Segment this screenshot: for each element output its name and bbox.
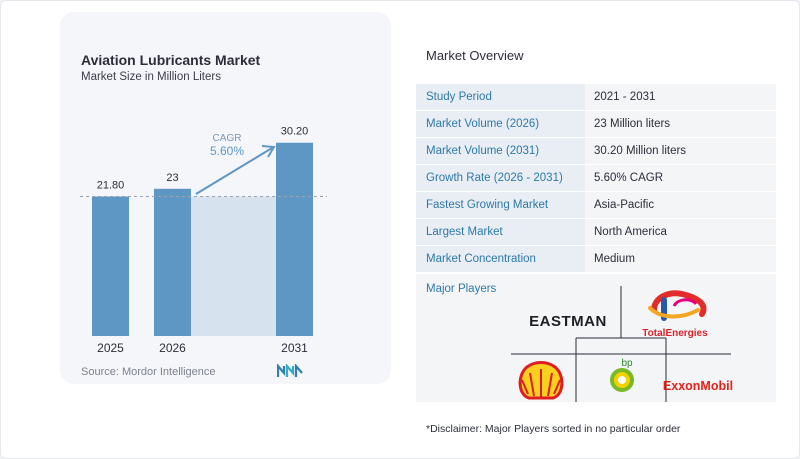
- overview-row: Market Volume (2031) 30.20 Million liter…: [416, 138, 776, 165]
- overview-label: Market Volume (2031): [416, 138, 585, 164]
- cagr-label: CAGR: [213, 133, 242, 144]
- shell-logo-icon: [518, 361, 564, 400]
- overview-label: Growth Rate (2026 - 2031): [416, 165, 585, 191]
- growth-arrow: [195, 147, 273, 195]
- overview-row: Growth Rate (2026 - 2031) 5.60% CAGR: [416, 165, 776, 192]
- growth-arrowhead: [261, 145, 276, 158]
- bar: [154, 188, 191, 336]
- bp-logo-icon: bp: [610, 358, 634, 392]
- category-label: 2026: [159, 341, 186, 355]
- overview-value: 23 Million liters: [585, 111, 776, 137]
- overview-label: Largest Market: [416, 219, 585, 245]
- major-players-logos: EASTMAN TotalEnergies bp ExxonMobil: [511, 286, 733, 402]
- bar: [92, 196, 129, 336]
- overview-row: Study Period 2021 - 2031: [416, 84, 776, 111]
- mordor-intelligence-logo-icon: [277, 364, 303, 377]
- disclaimer: *Disclaimer: Major Players sorted in no …: [426, 423, 681, 435]
- totalenergies-logo-text: TotalEnergies: [642, 328, 708, 339]
- bar-value-label: 30.20: [281, 126, 309, 138]
- overview-title: Market Overview: [426, 48, 524, 63]
- major-players-title: Major Players: [426, 283, 497, 295]
- overview-value: Medium: [585, 246, 776, 272]
- category-label: 2025: [97, 341, 124, 355]
- overview-row: Largest Market North America: [416, 219, 776, 246]
- chart-title: Aviation Lubricants Market: [81, 52, 261, 68]
- eastman-logo-icon: EASTMAN: [529, 313, 607, 330]
- bar-value-label: 23: [166, 172, 178, 184]
- overview-row: Market Volume (2026) 23 Million liters: [416, 111, 776, 138]
- overview-row: Market Concentration Medium: [416, 246, 776, 273]
- overview-value: 5.60% CAGR: [585, 165, 776, 191]
- bp-logo-text: bp: [621, 358, 633, 369]
- overview-label: Market Concentration: [416, 246, 585, 272]
- overview-label: Study Period: [416, 84, 585, 110]
- totalenergies-logo-icon: TotalEnergies: [642, 290, 708, 339]
- overview-label: Market Volume (2026): [416, 111, 585, 137]
- overview-value: 30.20 Million liters: [585, 138, 776, 164]
- overview-label: Fastest Growing Market: [416, 192, 585, 218]
- exxonmobil-logo-icon: ExxonMobil: [663, 379, 733, 393]
- cagr-value: 5.60%: [210, 144, 244, 158]
- growth-band: [191, 196, 276, 336]
- bar: [276, 142, 313, 336]
- overview-value: North America: [585, 219, 776, 245]
- chart-subtitle: Market Size in Million Liters: [81, 71, 221, 83]
- overview-row: Fastest Growing Market Asia-Pacific: [416, 192, 776, 219]
- category-label: 2031: [281, 341, 308, 355]
- source-note: Source: Mordor Intelligence: [81, 366, 216, 378]
- overview-value: Asia-Pacific: [585, 192, 776, 218]
- bar-value-label: 21.80: [97, 179, 125, 191]
- overview-value: 2021 - 2031: [585, 84, 776, 110]
- overview-table: Study Period 2021 - 2031 Market Volume (…: [416, 84, 776, 273]
